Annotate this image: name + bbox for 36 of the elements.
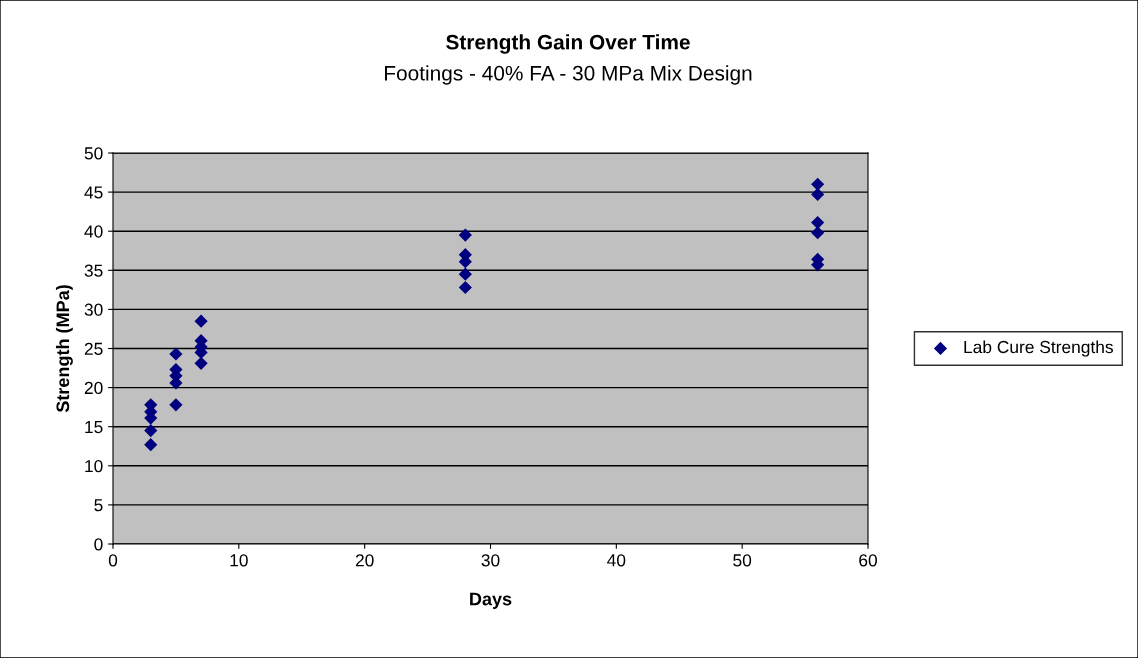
- y-tick-label: 25: [84, 342, 103, 355]
- x-tick-label: 30: [481, 554, 500, 567]
- chart-subtitle: Footings - 40% FA - 30 MPa Mix Design: [385, 65, 752, 85]
- point: [811, 187, 825, 202]
- y-tick-label: 5: [94, 499, 103, 512]
- x-tick-label: 50: [733, 554, 752, 567]
- y-tick-label: 15: [85, 421, 103, 434]
- chart-title: Strength Gain Over Time: [446, 34, 690, 54]
- point: [144, 424, 158, 438]
- y-axis-title: Strength (MPa): [55, 285, 73, 413]
- point: [458, 228, 472, 242]
- point: [194, 314, 208, 328]
- x-tick-label: 10: [230, 554, 248, 567]
- legend-label: Lab Cure Strengths: [964, 340, 1113, 357]
- x-axis-title: Days: [470, 592, 512, 609]
- y-tick-label: 40: [84, 225, 103, 238]
- y-tick-label: 45: [84, 186, 103, 199]
- point: [458, 280, 472, 295]
- y-tick-label: 10: [85, 459, 103, 473]
- x-tick-label: 40: [607, 554, 626, 567]
- point: [811, 226, 825, 240]
- point: [144, 438, 158, 452]
- point: [169, 347, 183, 361]
- point: [811, 177, 825, 191]
- y-tick-label: 0: [94, 538, 103, 551]
- point: [458, 267, 472, 281]
- y-tick-label: 30: [84, 303, 103, 316]
- x-tick-label: 20: [355, 554, 374, 567]
- point: [194, 356, 208, 370]
- x-tick-label: 0: [108, 554, 118, 567]
- y-tick-label: 35: [84, 264, 103, 277]
- point: [169, 398, 183, 412]
- point: [811, 216, 825, 230]
- y-tick-label: 20: [84, 381, 103, 395]
- y-tick-label: 50: [84, 147, 103, 160]
- x-tick-label: 60: [859, 554, 877, 567]
